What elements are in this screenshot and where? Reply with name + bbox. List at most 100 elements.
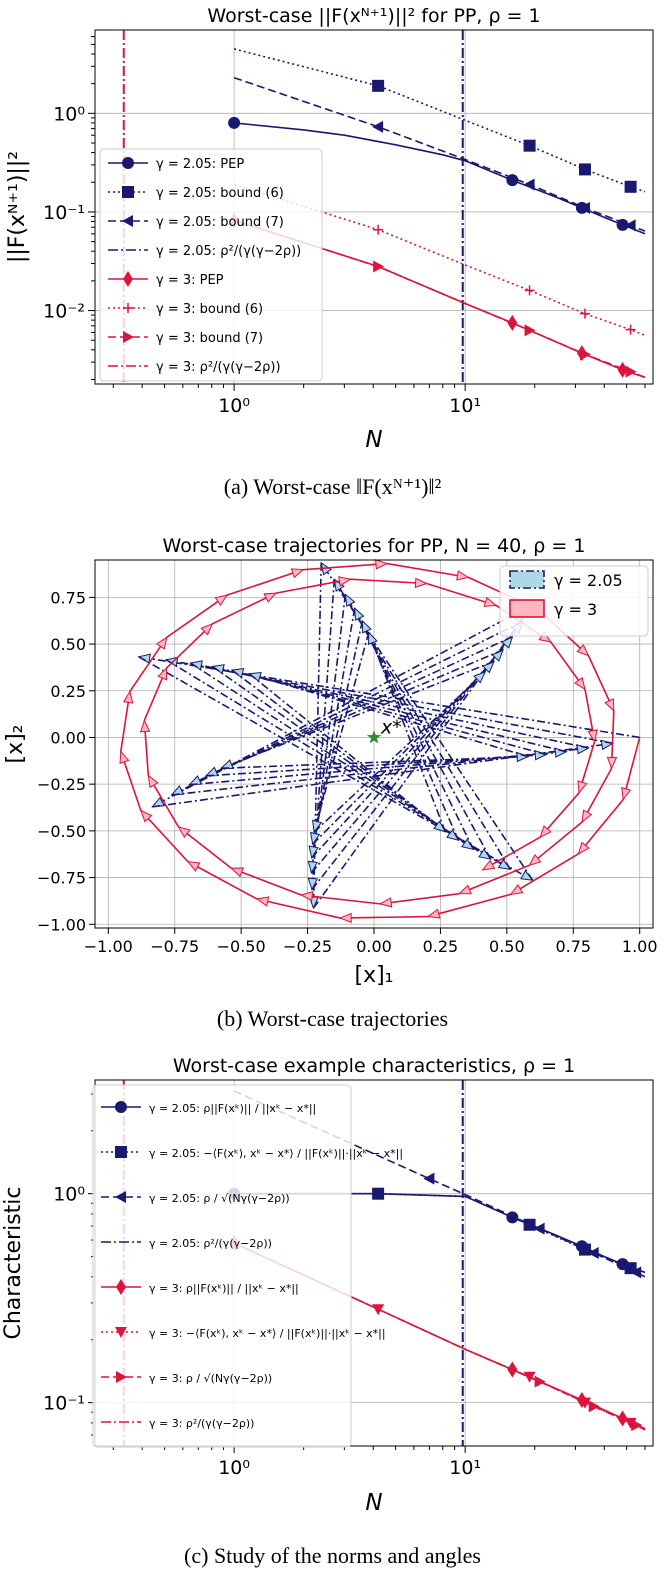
figure-b-arrowhead (247, 671, 262, 683)
figure-b-trajectory-step (231, 669, 547, 756)
figure-b-trajectory-step (211, 592, 277, 625)
figure-b-trajectory-step (380, 892, 460, 905)
figure-c-data-point (423, 1172, 435, 1185)
figure-b-trajectory-step (226, 568, 304, 596)
figure-a-y-tick-label: 10⁻² (43, 301, 85, 323)
figure-b-arrowhead (539, 825, 552, 839)
figure-a-legend-marker (123, 271, 133, 287)
figure-b-trajectory-step (166, 594, 228, 638)
figure-a-data-point (524, 324, 536, 337)
figure-a-data-point (524, 285, 535, 296)
figure-b-y-tick-label: −0.50 (37, 822, 86, 841)
figure-b-trajectory-step (303, 562, 388, 571)
figure-b-arrowhead (577, 841, 590, 855)
figure-b-arrowhead (581, 809, 593, 824)
figure-a-data-point (523, 178, 535, 191)
figure-c-y-tick-label: 10⁻¹ (43, 1393, 85, 1415)
figure-c-legend-label: γ = 2.05: ρ / √(Nγ(γ−2ρ)) (149, 1192, 290, 1205)
figure-c-legend: γ = 2.05: ρ||F(xᵏ)|| / ||xᵏ − x*|| γ = 2.… (92, 1084, 403, 1448)
figure-b-arrowhead (200, 622, 214, 636)
figure-b-title: Worst-case trajectories for PP, N = 40, … (163, 535, 586, 557)
figure-b-arrowhead (214, 594, 229, 607)
figure-c-chart: Worst-case example characteristics, ρ = … (1, 1055, 654, 1516)
figure-b-y-tick-label: −1.00 (37, 915, 86, 934)
figure-b-trajectory-step (333, 578, 512, 870)
figure-b-optimum-star (366, 729, 382, 744)
figure-b-trajectory-step (340, 915, 429, 919)
figure-c-legend-marker (116, 1371, 127, 1383)
figure-a-data-point (625, 324, 636, 335)
figure-a-data-point (579, 308, 590, 319)
figure-b-arrowhead (473, 670, 487, 684)
figure-a-x-tick-label: 10⁰ (218, 395, 250, 417)
figure-c-x-tick-label: 10⁰ (218, 1457, 250, 1479)
figure-b-arrowhead (483, 596, 498, 607)
figure-b-y-tick-label: 0.50 (50, 635, 86, 654)
figure-c-legend-marker (115, 1146, 127, 1158)
figure-b-legend: γ = 2.05 γ = 3 (499, 565, 649, 637)
figure-a-data-point (578, 201, 590, 214)
figure-b-trajectory-step (138, 656, 534, 881)
figure-b-y-tick-label: 0.25 (50, 682, 86, 701)
figure-b-arrowhead (310, 831, 321, 846)
figure-b-legend-label: γ = 3 (554, 600, 597, 619)
figure-c-title: Worst-case example characteristics, ρ = … (173, 1055, 575, 1077)
figure-b-trajectory-step (312, 660, 495, 845)
figure-c-legend-label: γ = 3: −⟨F(xᵏ), xᵏ − x*⟩ / ||F(xᵏ)||·||x… (149, 1327, 386, 1340)
figure-b-arrowhead (338, 576, 352, 587)
figure-b-arrowhead (155, 636, 168, 650)
figure-b-y-tick-label: 0.00 (50, 728, 86, 747)
figure-b-arrowhead (119, 750, 130, 765)
figure-b-optimum-label: x* (380, 716, 402, 738)
figure-a-legend-label: γ = 3: bound (6) (156, 302, 263, 317)
figure-b-trajectory-step (313, 632, 370, 833)
figure-b-arrowhead (307, 860, 319, 875)
figure-b-trajectory-step (140, 809, 189, 863)
figure-a-legend-marker (122, 157, 134, 169)
figure-b-trajectory-step (211, 665, 474, 851)
figure-b-arrowhead (139, 809, 153, 823)
figure-b-y-tick-label: −0.75 (37, 869, 86, 888)
figure-b-trajectory-step (248, 673, 446, 833)
figure-c-data-point (372, 1187, 385, 1200)
figure-a-legend-frame (99, 148, 323, 382)
figure-a-data-point (372, 120, 384, 133)
figure-b-arrowhead (621, 787, 632, 801)
figure-a-legend-marker (123, 303, 133, 313)
figure-a-y-axis-label: ||F(xᴺ⁺¹)||² (5, 151, 30, 263)
figure-b-arrowhead (587, 729, 598, 743)
figure-c-legend-marker (115, 1327, 127, 1338)
figure-c-legend-label: γ = 2.05: ρ²/(γ(γ−2ρ)) (149, 1237, 272, 1250)
figure-b-x-tick-label: −1.00 (84, 937, 133, 956)
figure-c-data-point (533, 1222, 545, 1235)
figure-b-trajectory-step (190, 662, 492, 860)
figure-c-data-point (534, 1375, 546, 1388)
figure-c-legend-label: γ = 2.05: −⟨F(xᵏ), xᵏ − x*⟩ / ||F(xᵏ)||·… (149, 1147, 403, 1160)
figure-c-data-point (630, 1266, 642, 1279)
figure-c-legend-marker (115, 1191, 126, 1203)
figure-a-data-point (507, 314, 518, 331)
figure-b-trajectory-step (189, 635, 513, 786)
figure-a-series-line (234, 122, 646, 235)
figure-a-data-point (579, 348, 591, 361)
figure-a-data-point (578, 163, 591, 176)
figure-c-legend-label: γ = 2.05: ρ||F(xᵏ)|| / ||xᵏ − x*|| (149, 1102, 316, 1115)
figure-b-arrowhead (338, 912, 352, 924)
figure-c-data-point (588, 1400, 600, 1413)
figure-b-trajectory-step (426, 582, 497, 607)
figure-a-y-tick-label: 10⁻¹ (43, 202, 85, 224)
figure-b-arrowhead (147, 774, 159, 789)
figure-b-arrowhead (290, 568, 305, 579)
figure-b-arrowhead (177, 825, 191, 838)
figure-b-arrowhead (139, 719, 151, 733)
figure-b-trajectory-step (165, 659, 511, 871)
figure-a-legend-marker (122, 215, 133, 227)
figure-b-y-tick-label: 0.75 (50, 588, 86, 607)
figure-b-legend-label: γ = 2.05 (554, 571, 623, 590)
figure-c-legend-label: γ = 3: ρ²/(γ(γ−2ρ)) (149, 1417, 254, 1430)
figure-b-arrowhead (157, 666, 168, 681)
figure-b-legend-swatch (509, 570, 545, 589)
figure-c-legend-label: γ = 3: ρ / √(Nγ(γ−2ρ)) (149, 1372, 272, 1385)
figure-b-arrowhead (516, 751, 530, 763)
figure-a-data-point (373, 260, 385, 273)
